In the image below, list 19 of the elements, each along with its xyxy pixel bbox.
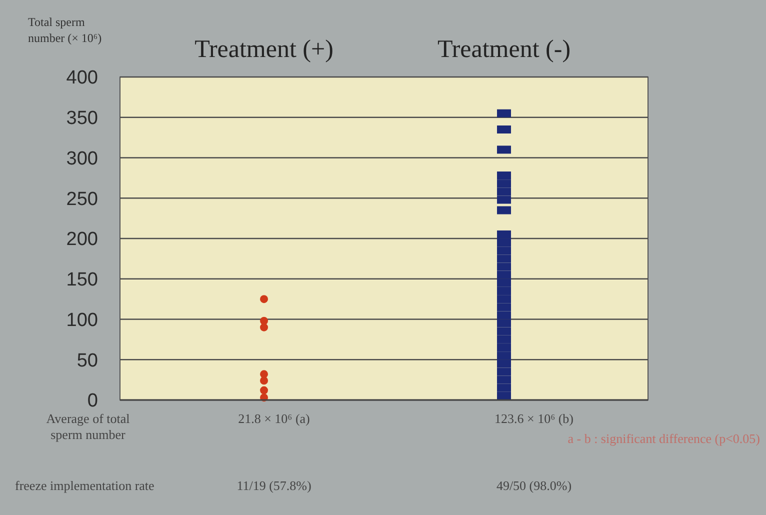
- text: a - b : significant difference (p<0.05): [568, 431, 760, 446]
- y-tick-label: 100: [66, 310, 98, 331]
- text: 123.6 × 10⁶ (b): [494, 411, 574, 426]
- y-tick-label: 300: [66, 148, 98, 170]
- text: 49/50 (98.0%): [496, 478, 572, 493]
- y-tick-label: 400: [66, 68, 98, 89]
- x-tick-label: Treatment (-): [437, 36, 571, 63]
- x-tick-label: Treatment (+): [194, 36, 334, 63]
- y-tick-label: 200: [66, 229, 98, 250]
- y-tick-label: 350: [66, 108, 98, 130]
- y-tick-label: 0: [87, 390, 98, 412]
- text: freeze implementation rate: [15, 478, 155, 493]
- y-tick-label: 150: [66, 270, 98, 291]
- text: Average of total sperm number: [46, 411, 130, 442]
- y-tick-label: 50: [76, 350, 98, 372]
- y-tick-label: 250: [66, 188, 98, 210]
- y-axis-title: Total sperm number (× 10⁶): [28, 15, 102, 45]
- text: 21.8 × 10⁶ (a): [238, 411, 310, 426]
- text: 11/19 (57.8%): [236, 478, 312, 493]
